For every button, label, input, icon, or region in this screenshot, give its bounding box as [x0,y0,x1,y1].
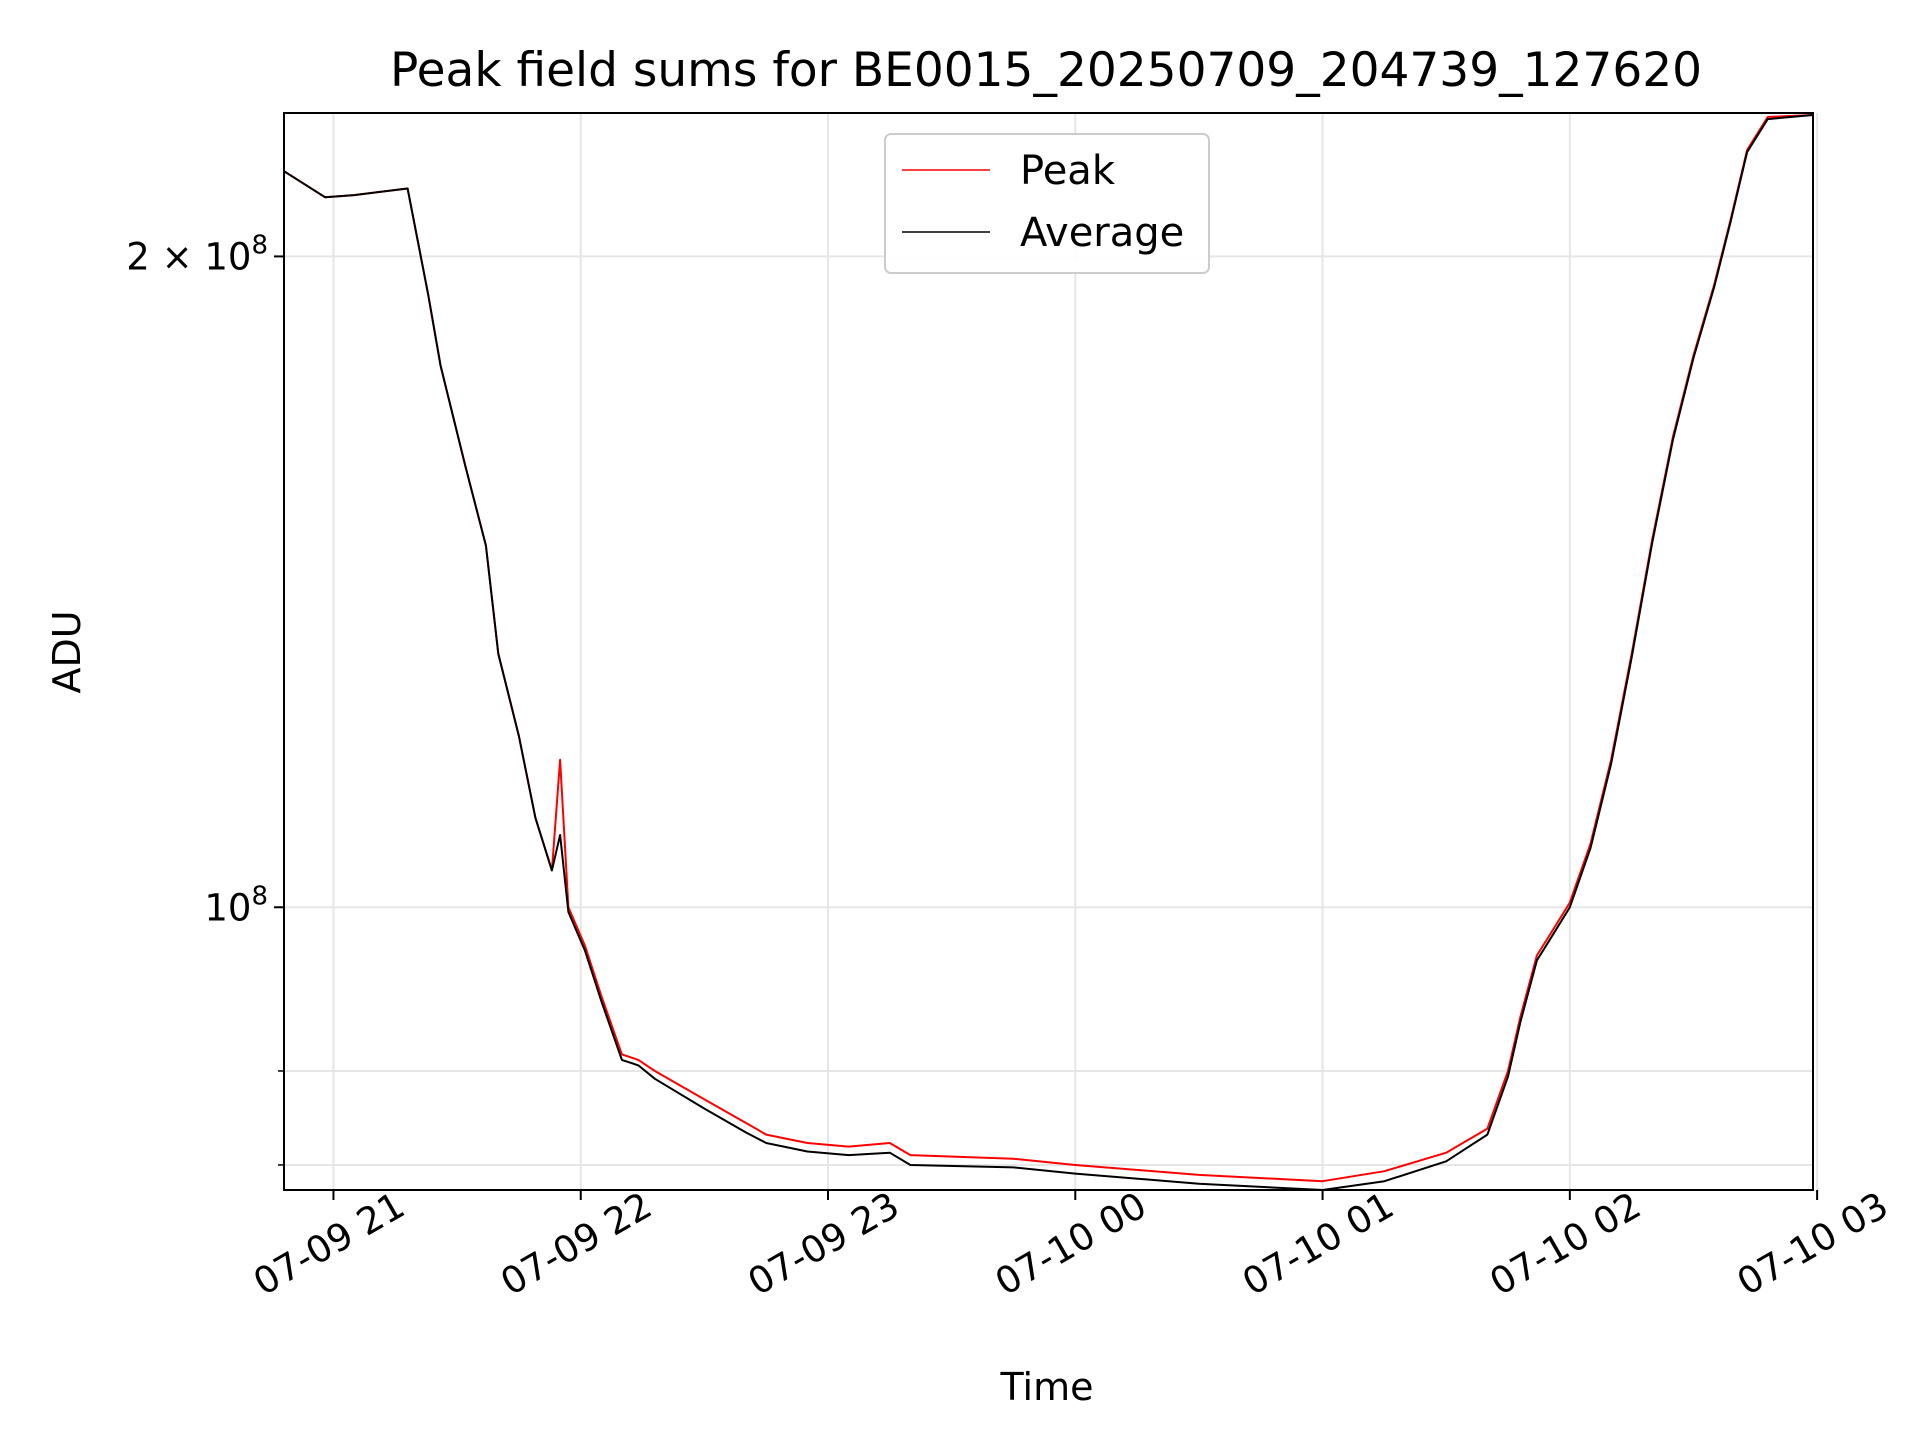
legend-label-average: Average [1020,210,1184,256]
legend-box [884,133,1210,274]
chart-title: Peak field sums for BE0015_20250709_2047… [390,43,1702,98]
y-tick-label: 2 × 108 [126,230,268,278]
series-line-average [283,114,1814,1191]
y-tick-label: 108 [204,881,268,929]
y-axis-label: ADU [45,610,89,693]
plot-frame [283,112,1814,1191]
grid [284,113,1819,1190]
data-lines [283,114,1814,1191]
y-axis: 108 2 × 108 [126,230,284,1166]
legend: Peak Average [884,133,1210,274]
x-axis-label: Time [1000,1365,1094,1409]
legend-label-peak: Peak [1020,148,1116,194]
